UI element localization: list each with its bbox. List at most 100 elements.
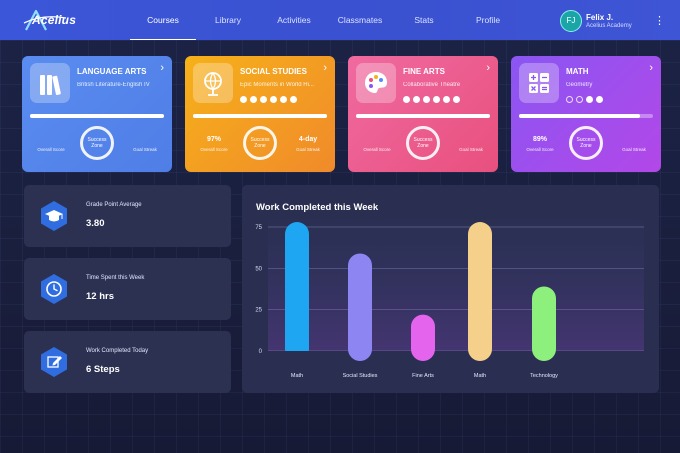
bar-technology[interactable] (532, 286, 556, 361)
app-logo-text: Acelius (32, 13, 77, 27)
streak-value: 4-day (298, 136, 318, 143)
success-zone-ring: Success Zone (80, 126, 114, 160)
top-navigation-bar: Acelius Courses Library Activities Class… (0, 0, 680, 40)
user-info: Felix J. Acelius Academy (586, 13, 648, 29)
x-tick-label: Social Studies (343, 373, 378, 379)
streak-label: Goal Streak (459, 147, 483, 152)
course-progress-bar (193, 114, 327, 118)
course-card-math[interactable]: MATH Geometry › Success Zone 89% Overall Scor… (511, 56, 661, 172)
books-icon (40, 75, 61, 96)
overall-score: Overall Score (30, 136, 72, 152)
chevron-right-icon[interactable]: › (649, 62, 653, 74)
nav-tab-classmates[interactable]: Classmates (337, 15, 383, 25)
baseline-mask (268, 351, 644, 365)
ring-label: Success Zone (87, 137, 107, 149)
y-tick-label: 75 (255, 225, 262, 231)
course-title: SOCIAL STUDIES (240, 67, 307, 76)
progress-dot (403, 96, 410, 103)
chevron-right-icon[interactable]: › (323, 62, 327, 74)
score-label: Overall Score (526, 147, 554, 152)
work-completed-chart: 0 25 50 75 Math Social Studies Fine Arts Math Te… (242, 185, 659, 393)
nav-tab-library[interactable]: Library (215, 15, 241, 25)
nav-tab-stats[interactable]: Stats (414, 15, 434, 25)
stat-label: Work Completed Today (86, 348, 149, 354)
acelius-logo-icon (23, 9, 67, 31)
stat-value: 6 Steps (86, 364, 120, 375)
goal-streak: Goal Streak (124, 136, 166, 152)
course-subtitle: Collaborative Theatre (403, 82, 461, 88)
progress-dot (423, 96, 430, 103)
user-name: Felix J. (586, 13, 614, 22)
calculator-icon (529, 73, 549, 93)
score-value: 97% (206, 136, 221, 143)
streak-value (124, 136, 166, 145)
progress-dot (566, 96, 573, 103)
main-nav: Courses Library Activities Classmates St… (130, 0, 520, 40)
streak-value (613, 136, 655, 145)
stat-label: Time Spent this Week (86, 275, 145, 281)
progress-dot (596, 96, 603, 103)
more-options-icon[interactable]: ⋮ (654, 14, 665, 27)
user-menu[interactable]: FJ Felix J. Acelius Academy ⋮ (560, 9, 665, 33)
course-icon-tile (519, 63, 559, 103)
x-tick-label: Math (291, 373, 303, 379)
lesson-progress-dots (566, 96, 606, 103)
score-label: Overall Score (200, 147, 228, 152)
score-value: 89% (532, 136, 547, 143)
goal-streak: 4-day Goal Streak (287, 136, 329, 152)
progress-dot (290, 96, 297, 103)
goal-streak: Goal Streak (613, 136, 655, 152)
goal-streak: Goal Streak (450, 136, 492, 152)
palette-icon (365, 72, 387, 93)
course-progress-bar (30, 114, 164, 118)
course-title: LANGUAGE ARTS (77, 67, 147, 76)
streak-value (450, 136, 492, 145)
overall-score: 89% Overall Score (519, 136, 561, 152)
course-subtitle: Epic Moments in World Hi... (240, 82, 314, 88)
x-tick-label: Fine Arts (412, 373, 434, 379)
progress-dot (240, 96, 247, 103)
bar-fine-arts[interactable] (411, 314, 435, 361)
nav-tab-activities[interactable]: Activities (277, 15, 311, 25)
progress-dot (433, 96, 440, 103)
course-card-language-arts[interactable]: LANGUAGE ARTS British Literature-English … (22, 56, 172, 172)
progress-dot (453, 96, 460, 103)
course-card-social-studies[interactable]: SOCIAL STUDIES Epic Moments in World Hi..… (185, 56, 335, 172)
avatar[interactable]: FJ (560, 10, 582, 32)
chart-title: Work Completed this Week (256, 202, 379, 213)
course-progress-bar (519, 114, 653, 118)
chevron-right-icon[interactable]: › (160, 62, 164, 74)
bar-math[interactable] (285, 222, 309, 361)
chevron-right-icon[interactable]: › (486, 62, 490, 74)
progress-dot (260, 96, 267, 103)
stat-label: Grade Point Average (86, 202, 142, 208)
score-value (30, 136, 72, 145)
success-zone-ring: Success Zone (243, 126, 277, 160)
stat-value: 3.80 (86, 218, 105, 229)
course-card-fine-arts[interactable]: FINE ARTS Collaborative Theatre › Success Z… (348, 56, 498, 172)
pencil-icon (41, 347, 67, 377)
score-value (356, 136, 398, 145)
success-zone-ring: Success Zone (406, 126, 440, 160)
ring-label: Success Zone (250, 137, 270, 149)
streak-label: Goal Streak (133, 147, 157, 152)
progress-dot (280, 96, 287, 103)
nav-tab-courses[interactable]: Courses (130, 0, 196, 40)
progress-dot (270, 96, 277, 103)
overall-score: 97% Overall Score (193, 136, 235, 152)
bar-social-studies[interactable] (348, 253, 372, 361)
y-tick-label: 0 (259, 349, 263, 355)
progress-dot (413, 96, 420, 103)
progress-dot (250, 96, 257, 103)
user-school: Acelius Academy (586, 23, 632, 29)
lesson-progress-dots (403, 96, 463, 103)
score-label: Overall Score (37, 147, 65, 152)
stat-card-time: Time Spent this Week 12 hrs (24, 258, 231, 320)
course-progress-bar (356, 114, 490, 118)
globe-icon (204, 72, 222, 96)
nav-tab-profile[interactable]: Profile (475, 15, 501, 25)
course-title: FINE ARTS (403, 67, 445, 76)
bar-math[interactable] (468, 222, 492, 361)
ring-label: Success Zone (576, 137, 596, 149)
course-icon-tile (193, 63, 233, 103)
